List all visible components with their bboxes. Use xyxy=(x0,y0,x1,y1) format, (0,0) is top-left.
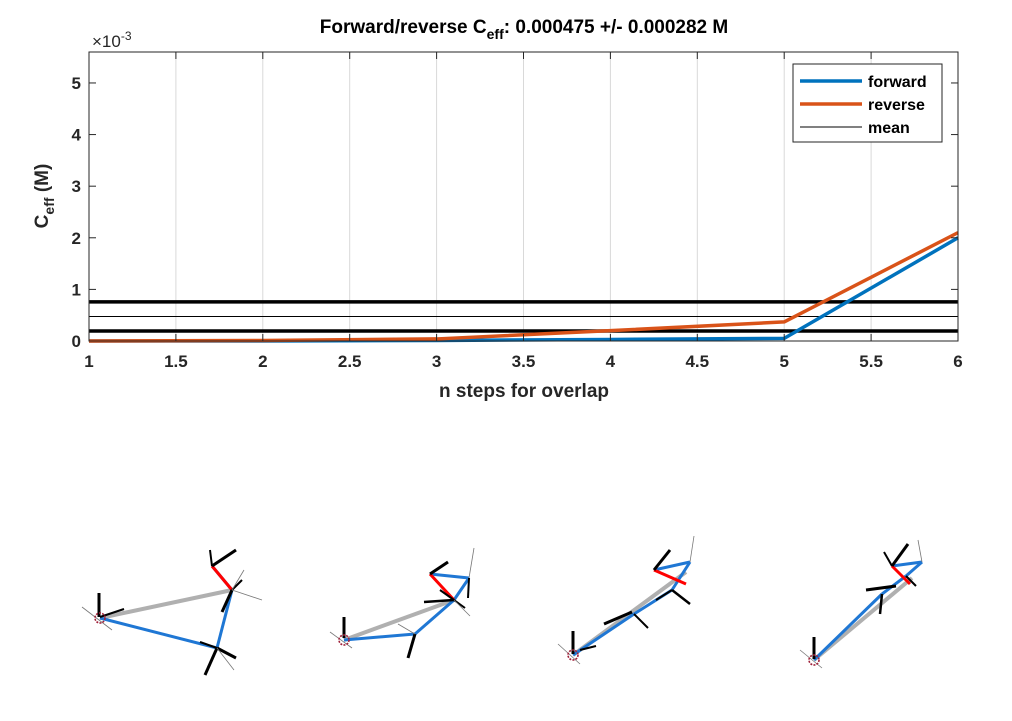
anchor-marker xyxy=(338,634,350,646)
molecule-2 xyxy=(329,547,475,659)
legend: forward reverse mean xyxy=(792,63,943,143)
x-tick-label: 2 xyxy=(258,352,267,371)
molecule-3 xyxy=(557,535,695,665)
x-tick-label: 3.5 xyxy=(512,352,536,371)
y-tick-label: 0 xyxy=(72,332,81,351)
x-axis-label: n steps for overlap xyxy=(439,381,609,402)
legend-label-forward: forward xyxy=(868,74,927,91)
x-tick-label: 4 xyxy=(606,352,616,371)
x-tick-label: 6 xyxy=(953,352,962,371)
x-tick-label: 5 xyxy=(779,352,788,371)
y-tick-label: 3 xyxy=(72,177,81,196)
x-tick-label: 4.5 xyxy=(685,352,709,371)
y-ticks: 0 1 2 3 4 5 xyxy=(72,74,958,351)
molecule-panel xyxy=(81,535,923,676)
anchor-marker xyxy=(94,612,106,624)
anchor-marker xyxy=(567,649,579,661)
legend-label-mean: mean xyxy=(868,120,910,137)
x-ticks: 1 1.5 2 2.5 3 3.5 4 4.5 5 5.5 6 xyxy=(84,52,963,371)
x-tick-label: 3 xyxy=(432,352,441,371)
legend-label-reverse: reverse xyxy=(868,97,925,114)
x-tick-label: 2.5 xyxy=(338,352,362,371)
y-tick-label: 4 xyxy=(72,126,82,145)
x-tick-label: 5.5 xyxy=(859,352,883,371)
molecule-1 xyxy=(81,548,263,676)
molecule-4 xyxy=(799,539,923,669)
anchor-marker xyxy=(808,654,820,666)
mean-lines xyxy=(89,300,958,333)
chart-title: Forward/reverse Ceff: 0.000475 +/- 0.000… xyxy=(320,17,728,42)
x-tick-label: 1.5 xyxy=(164,352,188,371)
y-tick-label: 5 xyxy=(72,74,81,93)
x-tick-label: 1 xyxy=(84,352,93,371)
y-tick-label: 1 xyxy=(72,280,81,299)
y-tick-label: 2 xyxy=(72,229,81,248)
y-exponent-label: ×10-3 xyxy=(92,29,132,51)
y-axis-label: Ceff (M) xyxy=(32,164,57,229)
